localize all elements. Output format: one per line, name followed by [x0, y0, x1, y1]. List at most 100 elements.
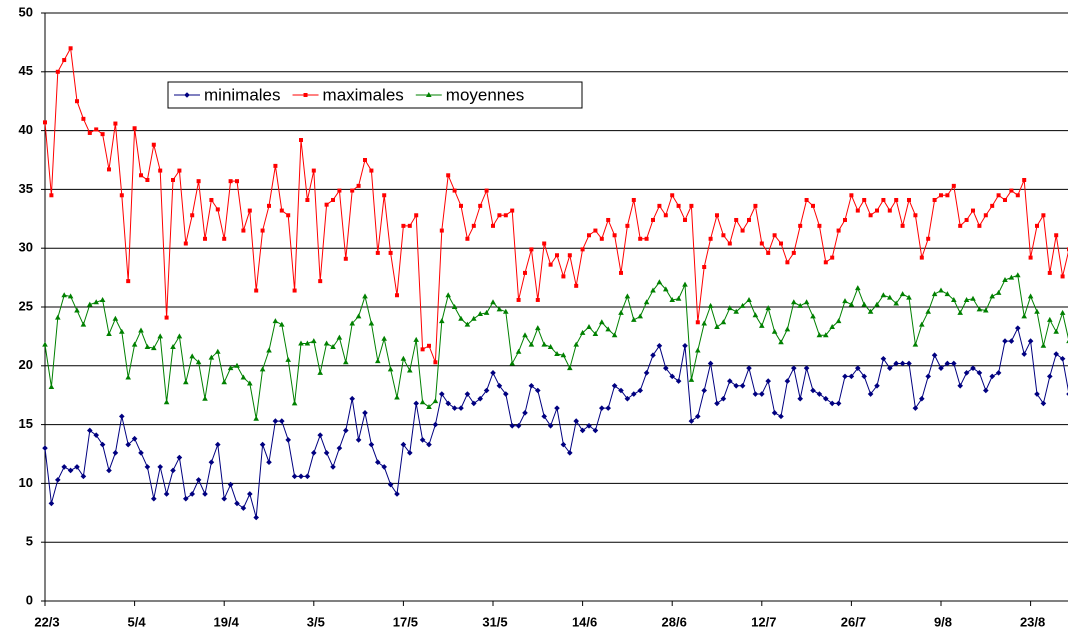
data-point [43, 120, 47, 125]
data-point [547, 422, 554, 429]
data-point [343, 256, 348, 261]
data-point [778, 413, 784, 420]
data-point [971, 208, 975, 213]
data-point [420, 347, 425, 352]
data-point [816, 391, 823, 397]
data-point [592, 331, 599, 337]
data-point [702, 265, 707, 270]
data-point [631, 391, 637, 397]
data-point [906, 360, 912, 367]
data-point [688, 376, 695, 382]
data-point [1034, 308, 1040, 314]
data-point [299, 138, 303, 143]
data-point [765, 378, 771, 384]
data-point [957, 309, 963, 315]
data-point [1040, 400, 1047, 407]
data-point [1059, 309, 1066, 315]
data-point [874, 301, 880, 307]
data-point [99, 296, 106, 302]
data-point [1002, 276, 1008, 282]
data-point [791, 365, 797, 371]
series-line [44, 274, 1068, 419]
data-point [317, 369, 323, 375]
data-point [861, 373, 867, 380]
data-point [867, 308, 874, 314]
data-point [203, 236, 207, 241]
y-tick-label: 50 [19, 4, 33, 19]
data-point [426, 403, 432, 409]
data-point [823, 395, 829, 402]
data-point [426, 441, 432, 448]
x-tick-label: 26/7 [841, 614, 866, 629]
data-point [554, 351, 560, 357]
data-point [528, 341, 535, 347]
data-point [560, 352, 567, 358]
data-point [913, 213, 918, 218]
data-point [899, 360, 906, 367]
data-point [1022, 177, 1027, 182]
data-point [139, 173, 143, 178]
data-point [989, 373, 995, 380]
data-point [772, 233, 777, 238]
y-tick-label: 45 [19, 63, 33, 78]
data-point [535, 297, 540, 302]
data-point [458, 405, 464, 411]
data-point [279, 418, 285, 424]
data-point [1008, 338, 1015, 344]
data-point [195, 359, 202, 365]
data-point [522, 332, 528, 338]
data-point [323, 450, 330, 456]
data-point [221, 495, 227, 502]
data-point [899, 291, 906, 297]
data-point [509, 360, 515, 366]
data-point [222, 236, 227, 241]
data-point [938, 365, 944, 371]
data-point [803, 299, 810, 305]
data-point [407, 223, 412, 228]
data-point [55, 477, 61, 483]
data-point [439, 391, 445, 397]
data-point [695, 320, 700, 325]
data-point [234, 500, 240, 507]
data-point [490, 299, 496, 305]
data-point [1034, 391, 1040, 397]
data-point [842, 373, 848, 380]
data-point [126, 279, 131, 284]
data-point [720, 395, 727, 402]
data-point [330, 343, 336, 349]
data-point [157, 464, 163, 470]
data-point [874, 382, 880, 389]
data-point [643, 370, 650, 376]
data-point [675, 295, 682, 301]
data-point [247, 380, 253, 386]
data-point [753, 203, 758, 208]
data-point [145, 177, 150, 182]
data-point [733, 308, 739, 314]
data-point [247, 208, 252, 213]
data-point [670, 193, 675, 198]
data-point [1040, 342, 1047, 348]
data-point [464, 321, 471, 327]
data-point [176, 333, 183, 339]
data-point [336, 334, 343, 340]
data-point [611, 382, 618, 389]
data-point [163, 491, 170, 497]
data-point [739, 302, 746, 308]
data-point [311, 338, 317, 344]
data-point [131, 341, 138, 347]
data-point [235, 179, 239, 184]
data-point [439, 318, 445, 324]
data-point [791, 299, 797, 305]
data-point [55, 69, 60, 74]
data-point [279, 321, 285, 327]
y-tick-label: 15 [19, 416, 33, 431]
data-point [611, 332, 618, 338]
data-point [887, 208, 892, 213]
data-point [48, 383, 55, 389]
data-point [829, 323, 835, 329]
data-point [746, 365, 752, 371]
data-point [515, 348, 522, 354]
data-point [387, 366, 394, 372]
data-point [286, 213, 291, 218]
data-point [535, 325, 541, 331]
